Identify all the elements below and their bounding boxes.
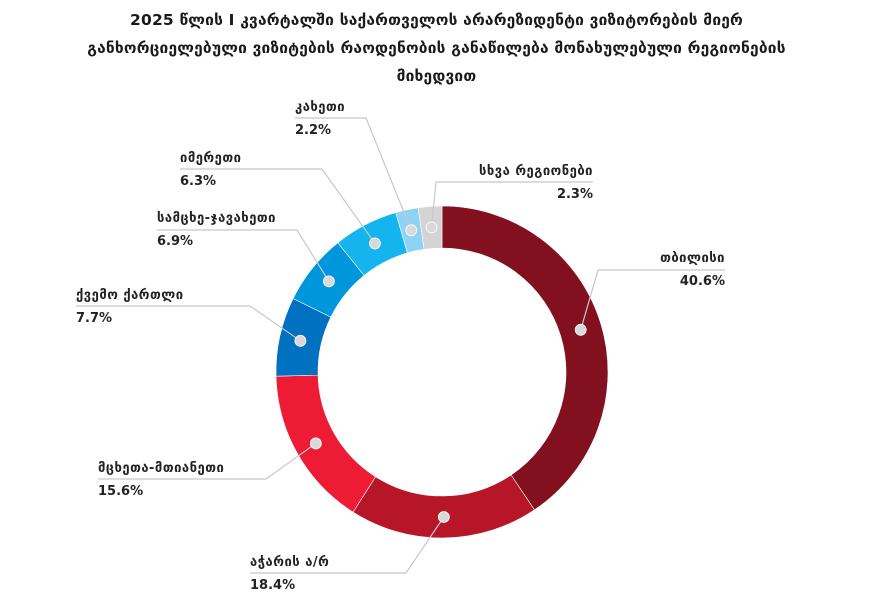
slice-label-1: თბილისი [660,251,725,266]
leader-line-5 [157,229,330,282]
slice-label-3: მცხეთა-მთიანეთი [98,461,224,476]
leader-line-4 [76,305,301,342]
slice-2 [352,474,535,539]
slice-label-7: კახეთი [295,100,345,115]
chart-title-line-3: მიხედვით [396,67,477,85]
data-labels: თბილისი 40.6% აჭარის ა/რ 18.4% მცხეთა-მთიანე… [76,100,725,592]
slice-label-8: სხვა რეგიონები [479,164,593,179]
leader-line-6 [180,168,376,244]
slice-label-6: იმერეთი [180,151,241,166]
slice-1 [441,205,609,511]
slice-value-1: 40.6% [680,274,725,289]
leader-dot-3 [309,437,322,450]
slice-label-2: აჭარის ა/რ [250,555,329,570]
slice-value-4: 7.7% [76,311,112,326]
leader-line-7 [295,117,412,231]
slice-value-3: 15.6% [98,484,143,499]
leader-dot-2 [437,511,450,523]
slice-value-6: 6.3% [180,174,216,189]
leader-line-2 [250,516,445,574]
chart-title-line-1: 2025 წლის I კვარტალში საქართველოს არარეზ… [129,11,744,29]
leader-line-1 [580,269,725,330]
leader-line-3 [98,442,317,480]
leader-dot-4 [294,334,307,347]
slice-label-5: სამცხე-ჯავახეთი [157,211,276,226]
slice-label-4: ქვემო ქართლი [76,288,184,303]
leader-dot-5 [322,275,335,288]
slice-value-5: 6.9% [157,234,193,249]
leader-dot-1 [574,323,587,336]
leader-dot-8 [425,221,438,234]
leader-lines [76,117,725,574]
slice-value-2: 18.4% [250,578,295,592]
chart-title: 2025 წლის I კვარტალში საქართველოს არარეზ… [0,6,873,90]
slice-value-8: 2.3% [557,187,593,202]
leader-dot-7 [405,224,418,237]
donut-slices [275,205,609,539]
slice-3 [275,374,376,513]
slice-value-7: 2.2% [295,123,331,138]
leader-line-8 [430,181,593,228]
leader-dot-6 [369,237,381,250]
chart-title-line-2: განხორციელებული ვიზიტების რაოდენობის გან… [87,39,786,57]
